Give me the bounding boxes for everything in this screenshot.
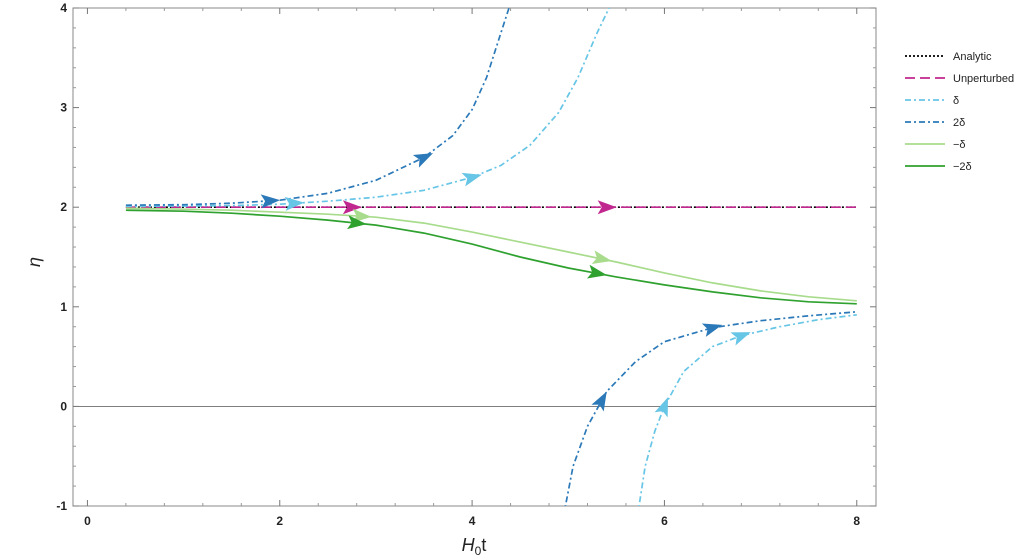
series-6-direction-arrow [347,215,367,230]
legend-label: −2δ [953,161,972,173]
legend-label: −δ [953,139,966,151]
series-5-line [125,207,857,302]
series-6-line [125,209,857,305]
series-4-direction-arrow [701,323,723,337]
series-4-direction-arrow [412,153,434,168]
y-tick-label: -1 [56,499,67,513]
series-3-direction-arrow [461,172,482,187]
x-axis-title-tail: t [481,535,486,555]
series-4-direction-arrow [260,194,281,209]
series-2-direction-arrow [342,200,362,215]
series-6-direction-arrow [586,264,607,279]
legend-label: Analytic [953,51,992,63]
series-2-direction-arrow [597,200,617,215]
series-4-line [564,310,857,506]
legend-label: δ [953,95,959,107]
tick-marks-layer [73,7,876,507]
series-layer [125,8,857,506]
series-5-direction-arrow [352,208,372,223]
y-tick-label: 4 [60,1,67,15]
series-3-direction-arrow [284,196,305,211]
plot-frame [72,7,877,507]
x-axis-title-subscript: 0 [475,544,482,558]
x-tick-label: 6 [661,514,668,528]
series-3-line [125,8,611,208]
series-3-direction-arrow [730,332,751,346]
x-tick-label: 0 [84,514,91,528]
x-tick-label: 4 [469,514,476,528]
x-axis-title: H0t [462,535,487,558]
legend: Analytic Unperturbed δ 2δ −δ −2δ [905,51,1014,173]
y-tick-label: 1 [60,300,67,314]
x-axis-title-main: H [462,535,476,555]
series-4-direction-arrow [591,391,607,412]
series-5-direction-arrow [591,250,612,265]
y-tick-label: 3 [60,101,67,115]
series-3-direction-arrow [654,397,668,418]
arrow-markers-layer [260,153,751,418]
series-3-line [638,313,857,506]
x-tick-label: 2 [276,514,283,528]
series-4-line [125,8,510,207]
legend-label: Unperturbed [953,73,1014,85]
y-axis-title: η [24,257,44,267]
tick-labels-layer: 0 2 4 6 8 -1 0 1 2 3 4 [56,1,860,528]
y-tick-label: 2 [60,200,67,214]
x-tick-label: 8 [853,514,860,528]
legend-label: 2δ [953,117,965,129]
y-tick-label: 0 [60,399,67,413]
